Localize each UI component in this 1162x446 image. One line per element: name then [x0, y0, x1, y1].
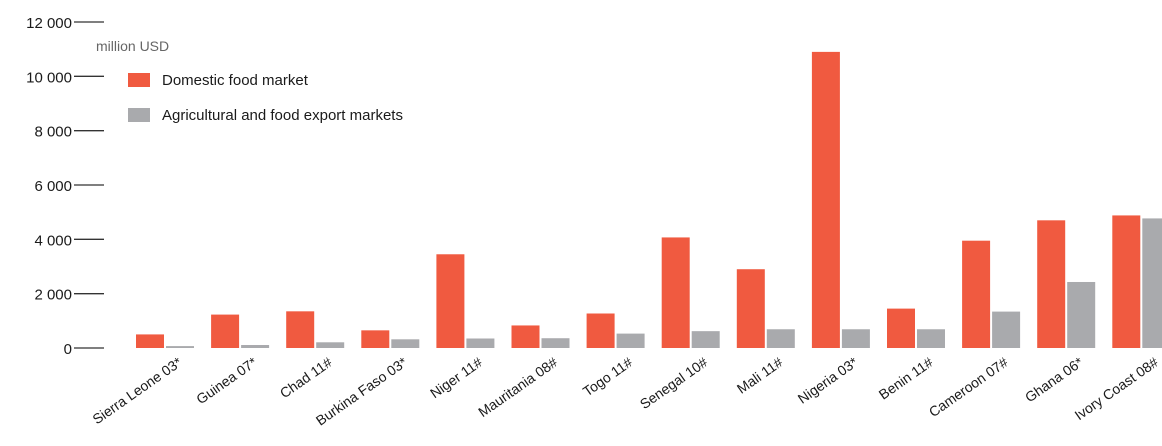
bar-export: [841, 329, 870, 348]
y-tick-label: 2 000: [34, 287, 72, 304]
bar-export: [691, 331, 720, 348]
x-category-label: Mauritania 08#: [475, 354, 560, 420]
x-category-label: Niger 11#: [427, 354, 485, 401]
x-category-label: Sierra Leone 03*: [89, 354, 185, 428]
bar-export: [1067, 281, 1096, 348]
bar-domestic: [136, 334, 164, 348]
bar-domestic: [962, 240, 991, 348]
bar-export: [241, 345, 270, 348]
x-category-label: Guinea 07*: [193, 354, 260, 408]
y-tick-label: 6 000: [34, 178, 72, 195]
bar-domestic: [436, 254, 465, 348]
bars: [136, 51, 1162, 349]
bar-domestic: [511, 325, 540, 348]
bar-domestic: [1112, 215, 1141, 348]
y-tick-label: 12 000: [26, 15, 72, 32]
x-category-label: Ghana 06*: [1022, 354, 1086, 406]
bar-domestic: [361, 330, 390, 348]
y-tick-label: 10 000: [26, 69, 72, 86]
bar-export: [466, 338, 495, 348]
x-axis-labels: Sierra Leone 03* Guinea 07* Chad 11#Burkin…: [89, 354, 1161, 429]
x-category-label: Cameroon 07#: [926, 354, 1011, 420]
unit-label: million USD: [96, 38, 169, 54]
bar-export: [316, 342, 345, 348]
x-category-label: Ivory Coast 08#: [1071, 354, 1161, 423]
x-category-label: Mali 11#: [734, 354, 786, 397]
bar-export: [541, 338, 570, 348]
x-category-label: Benin 11#: [876, 354, 936, 403]
bar-export: [766, 329, 795, 348]
x-category-label: Senegal 10#: [637, 354, 711, 412]
bar-domestic: [736, 269, 765, 348]
y-tick-label: 8 000: [34, 124, 72, 141]
bar-domestic: [286, 311, 315, 348]
x-category-label: Chad 11#: [277, 354, 335, 401]
legend-label-export: Agricultural and food export markets: [162, 107, 403, 124]
bar-export: [391, 339, 420, 348]
bar-export: [992, 311, 1021, 348]
legend-swatch-domestic: [128, 73, 150, 87]
bar-domestic: [811, 51, 840, 349]
y-axis: 0 2 000 4 000 6 000 8 000 10 000 12 000: [26, 15, 104, 358]
legend: Domestic food market Agricultural and fo…: [128, 72, 403, 124]
y-tick-label: 0: [64, 341, 72, 358]
bar-domestic: [661, 237, 690, 348]
legend-swatch-export: [128, 108, 150, 122]
bar-domestic: [211, 314, 240, 348]
bar-export: [616, 333, 645, 348]
y-tick-label: 4 000: [34, 232, 72, 249]
bar-domestic: [887, 308, 915, 348]
bar-domestic: [586, 313, 615, 348]
x-category-label: Nigeria 03*: [795, 354, 861, 407]
bar-domestic: [1037, 220, 1066, 348]
legend-label-domestic: Domestic food market: [162, 72, 309, 89]
x-category-label: Togo 11#: [580, 354, 636, 400]
bar-export: [166, 346, 194, 348]
bar-export: [917, 329, 945, 348]
bar-export: [1142, 218, 1162, 348]
